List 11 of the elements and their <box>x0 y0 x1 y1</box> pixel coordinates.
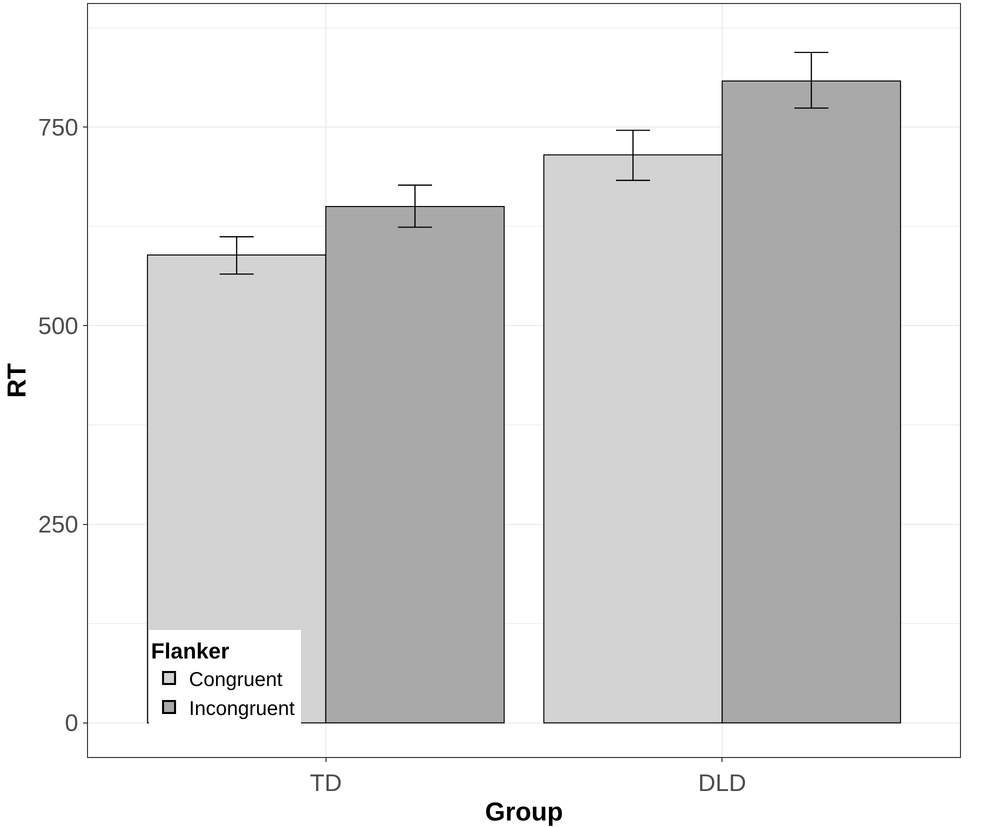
y-tick-label: 0 <box>64 710 78 738</box>
y-tick-label: 500 <box>38 313 78 340</box>
legend-title: Flanker <box>151 638 230 664</box>
legend-label: Congruent <box>189 668 283 691</box>
x-tick-label: DLD <box>698 770 746 797</box>
legend-label: Incongruent <box>189 698 296 720</box>
x-axis-title: Group <box>485 796 563 826</box>
x-tick-label: TD <box>310 770 342 797</box>
y-axis-title: RT <box>2 363 32 398</box>
y-tick-label: 750 <box>38 114 78 142</box>
y-tick-label: 250 <box>38 512 78 539</box>
